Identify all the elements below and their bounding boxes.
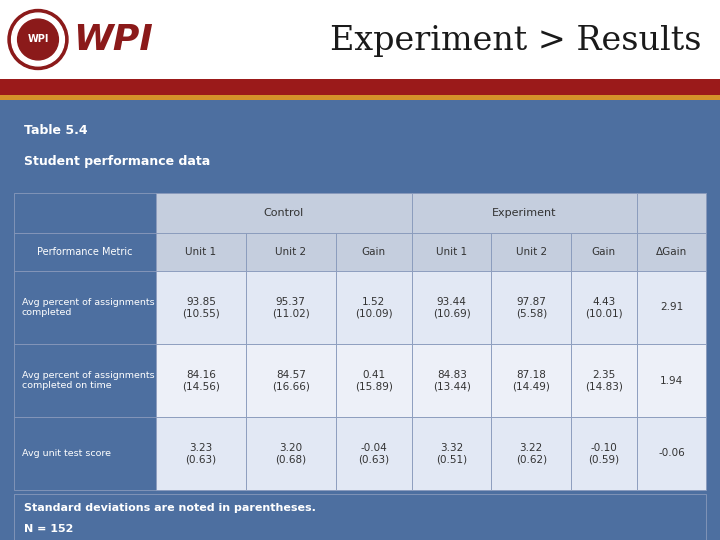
Bar	[156, 233, 246, 271]
Bar	[492, 344, 571, 417]
Bar	[636, 233, 706, 271]
Text: N = 152: N = 152	[24, 524, 73, 534]
Text: Table 5.4: Table 5.4	[24, 124, 88, 137]
Bar	[14, 417, 156, 490]
Text: 95.37
(11.02): 95.37 (11.02)	[272, 296, 310, 318]
Bar	[571, 417, 636, 490]
Text: Control: Control	[264, 208, 304, 218]
Text: 0.41
(15.89): 0.41 (15.89)	[355, 370, 393, 392]
Text: 3.20
(0.68): 3.20 (0.68)	[275, 443, 307, 464]
Text: Avg percent of assignments
completed: Avg percent of assignments completed	[22, 298, 155, 317]
Bar	[246, 344, 336, 417]
Text: Experiment > Results: Experiment > Results	[330, 25, 702, 57]
Text: 84.16
(14.56): 84.16 (14.56)	[182, 370, 220, 392]
Text: 3.23
(0.63): 3.23 (0.63)	[185, 443, 217, 464]
Bar	[412, 417, 492, 490]
Bar	[14, 193, 156, 233]
Text: Gain: Gain	[361, 247, 386, 257]
Bar	[412, 193, 636, 233]
Bar	[246, 417, 336, 490]
Text: 93.44
(10.69): 93.44 (10.69)	[433, 296, 471, 318]
Bar	[492, 271, 571, 344]
Text: WPI: WPI	[73, 23, 153, 57]
Bar	[412, 233, 492, 271]
Text: 1.52
(10.09): 1.52 (10.09)	[355, 296, 392, 318]
Text: 4.43
(10.01): 4.43 (10.01)	[585, 296, 623, 318]
Bar	[336, 344, 412, 417]
Text: ΔGain: ΔGain	[656, 247, 687, 257]
Bar	[156, 417, 246, 490]
Bar	[636, 417, 706, 490]
Bar	[336, 271, 412, 344]
Bar	[246, 271, 336, 344]
Bar	[14, 494, 706, 540]
Circle shape	[12, 13, 64, 66]
Bar	[571, 344, 636, 417]
Bar	[336, 233, 412, 271]
Bar	[412, 271, 492, 344]
Text: Unit 2: Unit 2	[275, 247, 307, 257]
Text: Avg percent of assignments
completed on time: Avg percent of assignments completed on …	[22, 371, 155, 390]
Text: 1.94: 1.94	[660, 375, 683, 386]
Text: Standard deviations are noted in parentheses.: Standard deviations are noted in parenth…	[24, 503, 316, 514]
Bar	[636, 193, 706, 233]
Text: 87.18
(14.49): 87.18 (14.49)	[513, 370, 550, 392]
Text: 84.57
(16.66): 84.57 (16.66)	[272, 370, 310, 392]
Text: Performance Metric: Performance Metric	[37, 247, 132, 257]
Bar	[14, 108, 706, 187]
Text: Gain: Gain	[592, 247, 616, 257]
Bar	[571, 233, 636, 271]
Text: 93.85
(10.55): 93.85 (10.55)	[182, 296, 220, 318]
Text: -0.04
(0.63): -0.04 (0.63)	[359, 443, 390, 464]
Bar	[571, 271, 636, 344]
Circle shape	[8, 10, 68, 70]
Bar	[156, 271, 246, 344]
Circle shape	[17, 19, 58, 60]
Text: 2.35
(14.83): 2.35 (14.83)	[585, 370, 623, 392]
Text: 3.32
(0.51): 3.32 (0.51)	[436, 443, 467, 464]
Bar	[636, 344, 706, 417]
Bar	[14, 271, 156, 344]
Text: 2.91: 2.91	[660, 302, 683, 313]
Text: 97.87
(5.58): 97.87 (5.58)	[516, 296, 547, 318]
Bar	[156, 193, 412, 233]
Bar	[492, 417, 571, 490]
Bar	[0, 79, 720, 95]
Bar	[156, 344, 246, 417]
Bar	[412, 344, 492, 417]
Text: -0.10
(0.59): -0.10 (0.59)	[588, 443, 619, 464]
Text: -0.06: -0.06	[658, 449, 685, 458]
Bar	[0, 95, 720, 100]
Text: Student performance data: Student performance data	[24, 155, 210, 168]
Text: Unit 1: Unit 1	[185, 247, 217, 257]
Text: Avg unit test score: Avg unit test score	[22, 449, 111, 458]
Text: Experiment: Experiment	[492, 208, 557, 218]
Bar	[246, 233, 336, 271]
Bar	[14, 344, 156, 417]
Text: 84.83
(13.44): 84.83 (13.44)	[433, 370, 471, 392]
Bar	[14, 233, 156, 271]
Bar	[0, 100, 720, 540]
Text: WPI: WPI	[27, 35, 49, 44]
Bar	[0, 0, 720, 79]
Text: 3.22
(0.62): 3.22 (0.62)	[516, 443, 546, 464]
Bar	[492, 233, 571, 271]
Bar	[636, 271, 706, 344]
Bar	[336, 417, 412, 490]
Text: Unit 2: Unit 2	[516, 247, 546, 257]
Text: Unit 1: Unit 1	[436, 247, 467, 257]
